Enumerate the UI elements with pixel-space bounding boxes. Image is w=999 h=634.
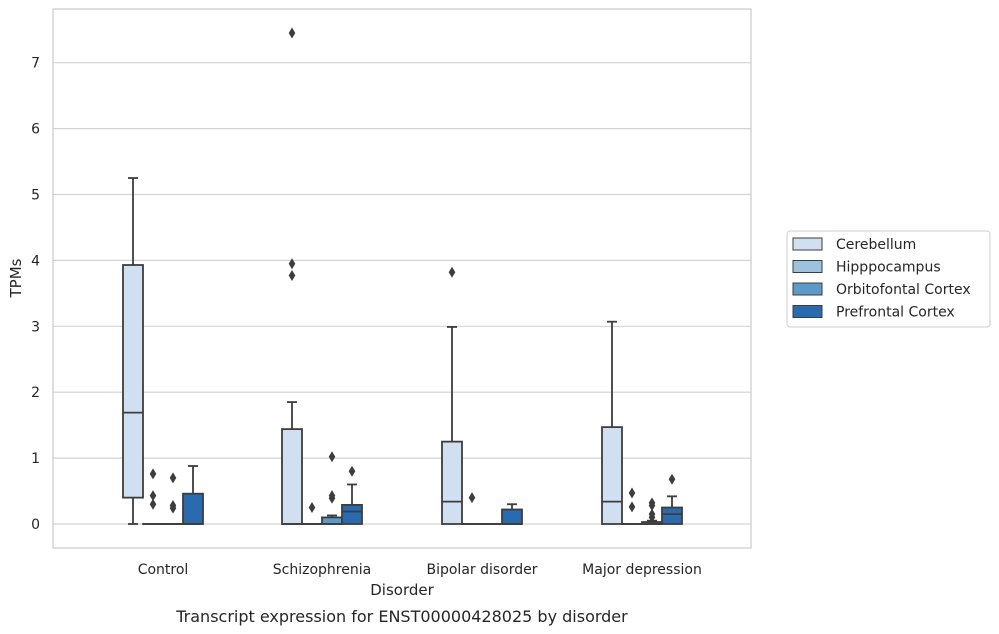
y-axis-ticks: 0 1 2 3 4 5 6 7 xyxy=(31,56,40,533)
y-tick-label: 6 xyxy=(31,122,40,138)
box-body xyxy=(122,264,144,499)
outlier-marker xyxy=(308,502,316,514)
outlier-marker xyxy=(149,468,157,480)
outlier-marker xyxy=(628,487,636,499)
y-tick-label: 2 xyxy=(31,385,40,401)
outlier-marker xyxy=(288,258,296,270)
box-2-3 xyxy=(641,497,663,525)
y-tick-label: 7 xyxy=(31,56,40,72)
boxes xyxy=(122,27,683,525)
x-axis-ticks: Control Schizophrenia Bipolar disorder Majo… xyxy=(138,562,702,578)
legend-swatch xyxy=(792,237,823,251)
box-body xyxy=(281,428,303,525)
x-tick-label: Schizophrenia xyxy=(273,562,371,578)
outlier-marker xyxy=(668,473,676,485)
box-3-1 xyxy=(341,465,363,525)
outlier-marker xyxy=(328,451,336,463)
outlier-marker xyxy=(328,490,336,502)
outlier-marker xyxy=(149,490,157,502)
box-1-2 xyxy=(461,492,483,525)
legend-swatch xyxy=(792,260,823,273)
y-tick-label: 4 xyxy=(31,253,40,269)
outlier-marker xyxy=(169,472,177,484)
y-tick-label: 5 xyxy=(31,188,40,204)
box-body xyxy=(441,440,463,525)
legend-label: Prefrontal Cortex xyxy=(836,305,955,321)
box-3-2 xyxy=(501,503,523,525)
box-3-3 xyxy=(661,473,683,525)
legend-label: Hipppocampus xyxy=(836,260,941,276)
gridlines xyxy=(53,62,751,525)
outlier-marker xyxy=(648,508,656,520)
outlier-marker xyxy=(288,27,296,39)
box-body xyxy=(321,516,343,525)
box-body xyxy=(341,503,363,525)
box-0-1 xyxy=(281,27,303,525)
outlier-marker xyxy=(648,497,656,509)
box-3-0 xyxy=(182,465,204,525)
legend-label: Orbitofontal Cortex xyxy=(836,282,971,298)
box-2-1 xyxy=(321,451,343,525)
outlier-marker xyxy=(448,266,456,278)
outlier-marker xyxy=(468,492,476,504)
x-axis-title: Disorder xyxy=(370,581,434,599)
box-1-1 xyxy=(301,502,323,525)
legend-swatch xyxy=(792,282,823,296)
box-body xyxy=(501,508,523,525)
box-body xyxy=(182,492,204,525)
x-tick-label: Major depression xyxy=(582,562,702,578)
box-0-3 xyxy=(601,320,623,525)
y-tick-label: 0 xyxy=(31,517,40,533)
box-0-0 xyxy=(122,177,144,525)
legend: Cerebellum Hipppocampus Orbitofontal Corte… xyxy=(786,230,991,328)
legend-frame xyxy=(786,230,991,328)
legend-swatch xyxy=(792,305,823,318)
outlier-marker xyxy=(348,465,356,477)
box-body xyxy=(601,426,623,525)
plot-frame xyxy=(52,8,752,549)
legend-label: Cerebellum xyxy=(836,237,916,253)
x-tick-label: Bipolar disorder xyxy=(426,562,537,578)
y-axis-title: TPMs xyxy=(7,258,25,298)
outlier-marker xyxy=(628,501,636,513)
y-tick-label: 3 xyxy=(31,319,40,335)
box-1-3 xyxy=(621,487,643,525)
box-1-0 xyxy=(142,468,164,525)
y-tick-label: 1 xyxy=(31,451,40,467)
x-tick-label: Control xyxy=(138,562,189,578)
box-body xyxy=(661,506,683,525)
outlier-marker xyxy=(169,500,177,512)
box-0-2 xyxy=(441,266,463,525)
box-2-0 xyxy=(162,472,184,525)
chart-caption: Transcript expression for ENST0000042802… xyxy=(175,607,628,626)
outlier-marker xyxy=(149,498,157,510)
outlier-marker xyxy=(288,270,296,282)
